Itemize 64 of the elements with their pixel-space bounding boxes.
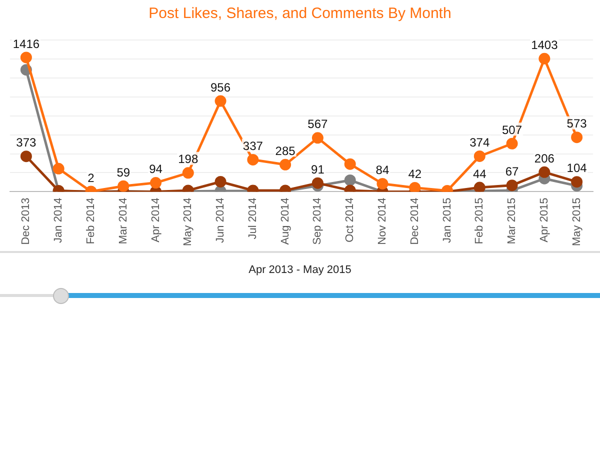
point	[474, 182, 486, 192]
x-tick-label: Jan 2015	[441, 198, 454, 243]
point	[214, 176, 226, 188]
data-label: 91	[311, 162, 325, 176]
point	[506, 180, 518, 192]
point	[344, 158, 356, 170]
point	[506, 138, 518, 150]
point	[538, 52, 550, 64]
x-tick-label: Mar 2014	[117, 198, 130, 244]
data-label: 67	[505, 164, 520, 179]
point	[20, 150, 32, 162]
data-label: 59	[116, 165, 130, 180]
data-label: 198	[178, 152, 198, 166]
x-tick-label: May 2015	[570, 198, 583, 246]
data-label: 567	[308, 117, 328, 132]
data-label: 956	[210, 80, 231, 94]
point	[312, 132, 324, 144]
x-tick-label: Apr 2015	[538, 198, 550, 242]
x-tick-label: Dec 2014	[408, 198, 421, 245]
x-tick-label: Jan 2014	[52, 198, 65, 243]
x-tick-label: Mar 2015	[506, 198, 518, 244]
data-label: 42	[408, 167, 422, 182]
data-label: 94	[149, 162, 163, 176]
data-label: 285	[275, 144, 296, 158]
point	[571, 132, 583, 144]
point	[344, 174, 356, 186]
data-label: 44	[472, 166, 487, 181]
x-tick-label: Aug 2014	[279, 198, 292, 245]
point	[538, 166, 550, 178]
data-label: 573	[566, 116, 588, 131]
data-label: 2	[88, 170, 95, 185]
x-tick-label: Jun 2014	[214, 198, 227, 243]
point	[150, 177, 162, 189]
x-tick-label: Apr 2014	[150, 198, 162, 242]
x-tick-label: Oct 2014	[344, 198, 356, 242]
x-tick-label: Feb 2014	[85, 198, 98, 244]
x-tick-label: Jul 2014	[246, 198, 259, 240]
point	[571, 176, 583, 188]
data-label: 206	[534, 151, 555, 166]
point	[312, 177, 324, 189]
point	[474, 150, 486, 162]
data-label: 507	[502, 122, 522, 137]
point	[182, 167, 194, 179]
point	[376, 178, 388, 190]
data-label: 1416	[12, 36, 40, 51]
data-label: 373	[16, 136, 37, 150]
x-tick-label: Nov 2014	[376, 198, 389, 245]
point	[409, 182, 421, 192]
data-label: 1403	[531, 38, 558, 52]
data-label: 374	[470, 136, 490, 150]
point	[52, 162, 64, 174]
x-tick-label: Sep 2014	[312, 198, 324, 245]
point	[280, 158, 292, 170]
data-label: 104	[566, 161, 588, 176]
text: Apr 2013 - May 2015	[248, 264, 352, 276]
x-tick-label: Dec 2013	[20, 198, 32, 245]
point	[20, 52, 32, 64]
chart-title: Post Likes, Shares, and Comments By Month	[148, 5, 452, 22]
data-label: 84	[376, 163, 390, 178]
point	[214, 95, 226, 107]
point	[247, 154, 259, 166]
x-tick-label: Feb 2015	[474, 198, 486, 244]
x-tick-label: May 2014	[182, 198, 194, 246]
data-label: 337	[242, 139, 264, 154]
